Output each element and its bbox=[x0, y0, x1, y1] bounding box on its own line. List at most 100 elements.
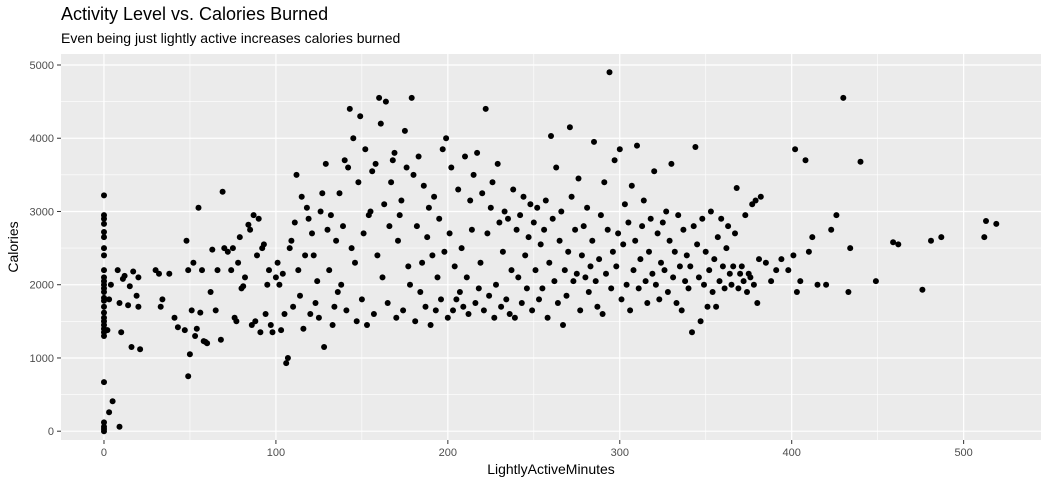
data-point bbox=[587, 263, 594, 270]
chart-subtitle: Even being just lightly active increases… bbox=[61, 30, 401, 46]
data-point bbox=[413, 223, 420, 230]
data-point bbox=[302, 252, 309, 259]
data-point bbox=[322, 160, 329, 167]
data-point bbox=[634, 142, 640, 149]
data-point bbox=[377, 120, 384, 127]
data-point bbox=[694, 241, 701, 248]
data-point bbox=[310, 252, 317, 259]
data-point bbox=[116, 423, 123, 430]
data-point bbox=[353, 318, 360, 325]
data-point bbox=[266, 267, 272, 274]
data-point bbox=[704, 303, 711, 310]
data-point bbox=[101, 309, 107, 316]
data-point bbox=[185, 267, 192, 274]
data-point bbox=[443, 135, 450, 142]
data-point bbox=[623, 281, 630, 288]
data-point bbox=[214, 267, 221, 274]
data-point bbox=[840, 94, 847, 101]
data-point bbox=[548, 133, 554, 139]
data-point bbox=[458, 245, 465, 252]
data-point bbox=[730, 263, 737, 270]
data-point bbox=[101, 252, 107, 259]
data-point bbox=[919, 286, 926, 293]
data-point bbox=[530, 219, 537, 226]
data-point bbox=[346, 105, 353, 112]
data-point bbox=[209, 246, 216, 253]
data-point bbox=[668, 160, 675, 167]
data-point bbox=[637, 256, 644, 263]
data-point bbox=[823, 281, 830, 288]
data-point bbox=[651, 168, 658, 175]
data-point bbox=[381, 201, 388, 208]
data-point bbox=[101, 303, 107, 310]
data-point bbox=[713, 303, 720, 310]
data-point bbox=[592, 278, 599, 285]
data-point bbox=[678, 307, 685, 314]
data-point bbox=[101, 314, 107, 321]
x-tick-label: 0 bbox=[101, 447, 107, 459]
data-point bbox=[240, 283, 247, 290]
data-point bbox=[561, 267, 568, 274]
data-point bbox=[267, 322, 274, 328]
data-point bbox=[682, 278, 689, 285]
data-point bbox=[625, 219, 632, 226]
data-point bbox=[489, 179, 496, 186]
data-point bbox=[520, 193, 527, 200]
data-point bbox=[611, 157, 618, 164]
data-point bbox=[393, 314, 400, 321]
data-point bbox=[199, 267, 205, 274]
data-point bbox=[981, 234, 988, 241]
data-point bbox=[233, 318, 240, 325]
data-point bbox=[604, 226, 611, 233]
data-point bbox=[334, 289, 341, 295]
data-point bbox=[737, 270, 744, 277]
data-point bbox=[506, 311, 513, 317]
data-point bbox=[474, 149, 481, 156]
data-point bbox=[750, 281, 757, 288]
data-point bbox=[345, 164, 352, 171]
data-point bbox=[293, 171, 300, 178]
x-tick-label: 300 bbox=[611, 447, 629, 459]
data-point bbox=[463, 274, 470, 281]
data-point bbox=[591, 138, 597, 145]
data-point bbox=[101, 419, 107, 426]
data-point bbox=[283, 360, 290, 367]
data-point bbox=[382, 98, 389, 105]
data-point bbox=[582, 274, 589, 281]
data-point bbox=[498, 303, 505, 310]
data-point bbox=[386, 223, 393, 230]
data-point bbox=[101, 229, 107, 235]
data-point bbox=[647, 215, 654, 222]
data-point bbox=[455, 186, 462, 193]
data-point bbox=[419, 259, 426, 266]
data-point bbox=[417, 289, 424, 295]
data-point bbox=[444, 314, 451, 321]
data-point bbox=[352, 259, 358, 266]
data-point bbox=[101, 212, 107, 219]
data-point bbox=[188, 307, 195, 314]
data-point bbox=[338, 281, 345, 288]
data-point bbox=[726, 270, 733, 277]
data-point bbox=[309, 230, 315, 237]
data-point bbox=[219, 188, 226, 195]
data-point bbox=[317, 208, 324, 215]
data-point bbox=[405, 263, 412, 270]
data-point bbox=[247, 226, 254, 233]
data-point bbox=[193, 325, 200, 332]
y-axis-title: Calories bbox=[5, 221, 21, 272]
data-point bbox=[432, 307, 439, 314]
data-point bbox=[565, 248, 572, 255]
data-point bbox=[615, 230, 622, 237]
data-point bbox=[321, 344, 328, 350]
data-point bbox=[229, 245, 236, 252]
data-point bbox=[190, 259, 197, 266]
data-point bbox=[412, 318, 419, 325]
data-point bbox=[740, 278, 747, 285]
data-point bbox=[255, 215, 262, 222]
data-point bbox=[793, 289, 800, 295]
data-point bbox=[479, 190, 486, 197]
data-point bbox=[453, 296, 460, 303]
data-point bbox=[250, 212, 257, 219]
data-point bbox=[128, 344, 135, 350]
data-point bbox=[618, 296, 625, 303]
